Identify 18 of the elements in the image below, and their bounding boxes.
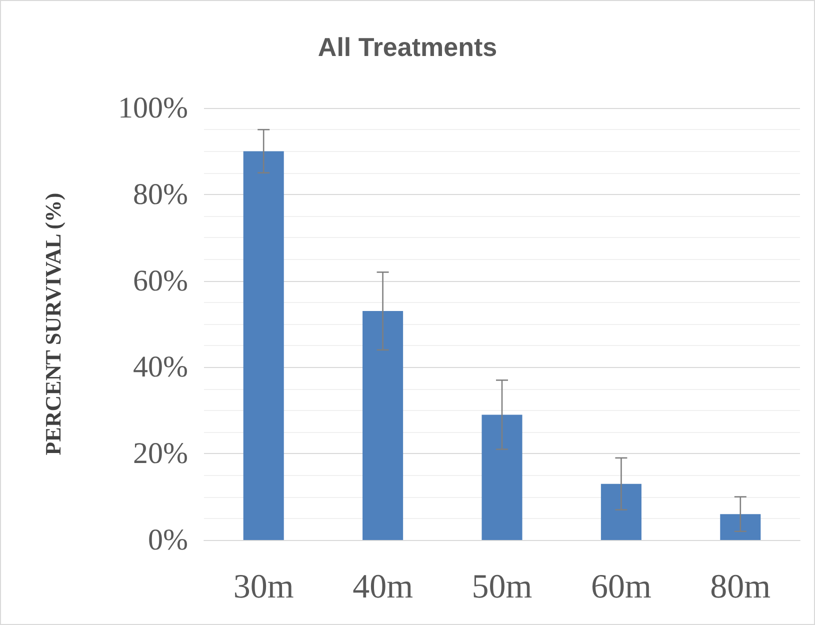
y-tick-label: 20% <box>133 437 188 470</box>
x-tick-label: 80m <box>710 568 771 606</box>
bar <box>600 484 642 540</box>
y-tick-label: 80% <box>133 178 188 211</box>
y-tick-label: 40% <box>133 350 188 384</box>
y-axis-title: PERCENT SURVIVAL (%) <box>40 192 66 456</box>
x-tick-label: 40m <box>352 568 414 606</box>
y-tick-label: 0% <box>148 524 188 556</box>
bar <box>720 514 761 540</box>
bar <box>362 311 404 540</box>
bar <box>243 151 284 540</box>
x-tick-label: 30m <box>233 568 294 606</box>
x-tick-label: 60m <box>590 568 652 606</box>
chart-title: All Treatments <box>318 32 498 62</box>
y-tick-label: 60% <box>133 264 188 298</box>
bar <box>482 414 522 540</box>
y-tick-label: 100% <box>118 92 188 124</box>
x-tick-label: 50m <box>472 568 532 606</box>
